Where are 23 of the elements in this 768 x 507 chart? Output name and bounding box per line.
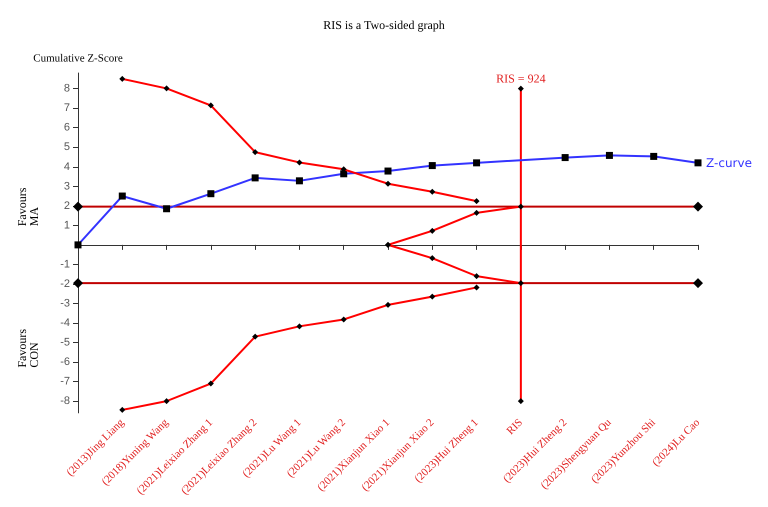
y-tick-label: -5	[60, 336, 70, 349]
y-tick-label: 1	[64, 219, 70, 232]
y-tick-label: -4	[60, 317, 70, 330]
y-tick-label: -8	[60, 395, 70, 408]
series-label: Z-curve	[706, 156, 752, 170]
text: Favours CON	[15, 326, 41, 368]
y-axis-title: Cumulative Z-Score	[33, 52, 123, 64]
y-tick-label: 3	[64, 180, 70, 192]
y-tick-label: -7	[60, 376, 70, 388]
annotation: RIS = 924	[496, 72, 546, 86]
y-tick-label: 4	[64, 160, 70, 173]
y-tick-label: -1	[60, 258, 70, 270]
y-tick-label: -3	[60, 297, 70, 310]
y-tick-label: -6	[60, 356, 70, 368]
y-tick-label: 8	[64, 82, 70, 95]
y-tick-label: 2	[64, 200, 70, 212]
y-tick-label: 5	[64, 141, 70, 154]
chart-title: RIS is a Two-sided graph	[323, 18, 445, 32]
y-tick-label: 6	[64, 122, 70, 134]
text: Favours MA	[15, 184, 41, 226]
x-tick-label: RIS	[504, 416, 526, 438]
y-tick-label: 7	[64, 102, 70, 114]
y-tick-label: -2	[60, 278, 70, 290]
